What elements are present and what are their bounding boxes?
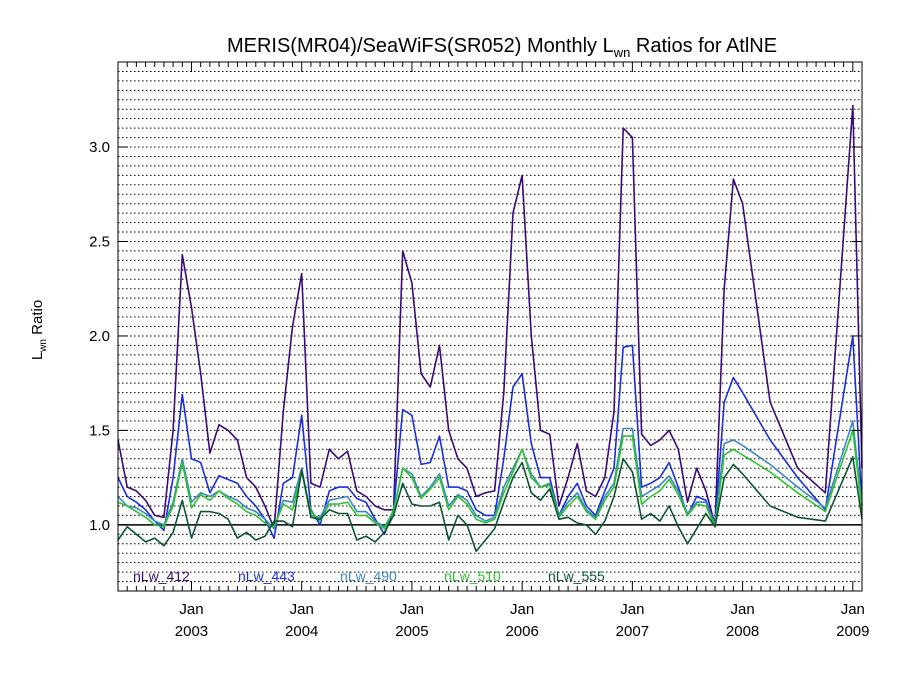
y-tick-label: 2.0 <box>89 328 110 345</box>
series-line-nlw-555 <box>117 456 863 553</box>
y-tick-label: 2.5 <box>89 233 110 250</box>
legend-entry-nlw-412: nLw_412 <box>133 568 190 584</box>
x-tick-label-month: Jan <box>179 601 203 618</box>
legend-entry-nlw-490: nLw_490 <box>340 568 397 584</box>
x-tick-label-month: Jan <box>290 601 314 618</box>
series-line-nlw-443 <box>117 335 863 539</box>
series-line-nlw-490 <box>117 420 863 530</box>
series-lines <box>117 104 863 553</box>
series-line-nlw-412 <box>117 104 863 530</box>
chart-title-subscript: wn <box>613 45 631 60</box>
y-tick-label: 3.0 <box>89 139 110 156</box>
x-tick-label-month: Jan <box>510 601 534 618</box>
y-tick-label: 1.0 <box>89 517 110 534</box>
legend-entry-nlw-510: nLw_510 <box>444 568 501 584</box>
legend-entry-nlw-555: nLw_555 <box>548 568 605 584</box>
y-axis-label-main: L <box>29 352 46 360</box>
y-axis-label: Lwn Ratio <box>29 300 49 360</box>
legend: nLw_412 nLw_443 nLw_490 nLw_510 nLw_555 <box>133 568 605 584</box>
x-tick-label-year: 2009 <box>836 623 869 640</box>
x-tick-label-year: 2008 <box>726 623 759 640</box>
chart-title-main: MERIS(MR04)/SeaWiFS(SR052) Monthly L <box>227 35 614 57</box>
x-tick-label-month: Jan <box>400 601 424 618</box>
axes <box>117 61 863 592</box>
series-line-nlw-510 <box>117 429 863 530</box>
x-tick-label-month: Jan <box>841 601 865 618</box>
x-tick-label-month: Jan <box>730 601 754 618</box>
y-tick-label: 1.5 <box>89 422 110 439</box>
plot-frame <box>117 61 863 592</box>
y-axis-label-suffix: Ratio <box>29 300 46 339</box>
x-tick-label-year: 2006 <box>505 623 538 640</box>
y-axis-label-subscript: wn <box>38 339 49 353</box>
x-tick-label-year: 2005 <box>395 623 428 640</box>
y-tick-labels: 1.0 1.5 2.0 2.5 3.0 <box>89 139 862 534</box>
x-tick-label-year: 2007 <box>616 623 649 640</box>
chart-title-suffix: Ratios for AtlNE <box>630 35 777 57</box>
x-tick-label-month: Jan <box>620 601 644 618</box>
x-tick-labels: Jan 2003 Jan 2004 Jan 2005 Jan 2006 Jan 2007 Jan 20… <box>117 62 870 640</box>
legend-entry-nlw-443: nLw_443 <box>238 568 295 584</box>
chart-title: MERIS(MR04)/SeaWiFS(SR052) Monthly Lwn R… <box>227 35 777 60</box>
x-tick-label-year: 2003 <box>175 623 208 640</box>
x-tick-label-year: 2004 <box>285 623 318 640</box>
grid-lines <box>118 70 862 583</box>
